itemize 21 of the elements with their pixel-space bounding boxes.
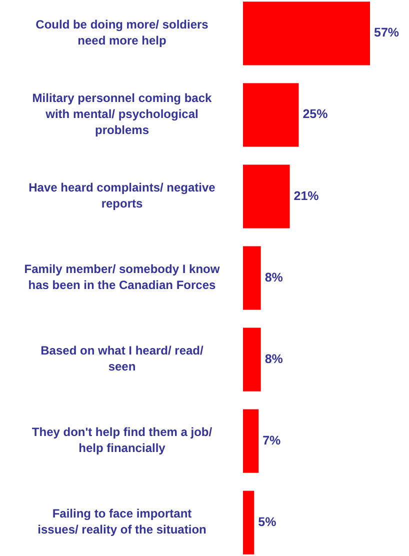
y-tick-label: Failing to face important issues/ reality of the situation	[38, 506, 206, 537]
data-label: 57%	[374, 26, 400, 40]
bar	[243, 409, 259, 473]
bar	[243, 490, 254, 554]
y-tick-label: Family member/ somebody I know has been in the Canadian Forces	[24, 262, 220, 292]
y-tick-label: Have heard complaints/ negative reports	[28, 180, 216, 211]
y-tick-label: Military personnel coming back with mental/ psychological problems	[32, 91, 212, 138]
bar	[243, 246, 261, 310]
bar	[243, 2, 370, 66]
y-tick-label: They don't help find them a job/ help financially	[32, 425, 213, 456]
data-label: 25%	[302, 107, 328, 122]
bar	[243, 328, 261, 392]
y-tick-label: Based on what I heard/ read/ seen	[40, 344, 204, 374]
data-label: 5%	[258, 514, 276, 529]
data-label: 8%	[264, 270, 283, 284]
data-label: 21%	[294, 188, 319, 203]
data-label: 8%	[264, 352, 283, 366]
y-tick-label: Could be doing more/ soldiers need more help	[36, 18, 209, 48]
bar	[243, 164, 290, 228]
data-label: 7%	[262, 433, 281, 448]
bar	[243, 83, 299, 147]
